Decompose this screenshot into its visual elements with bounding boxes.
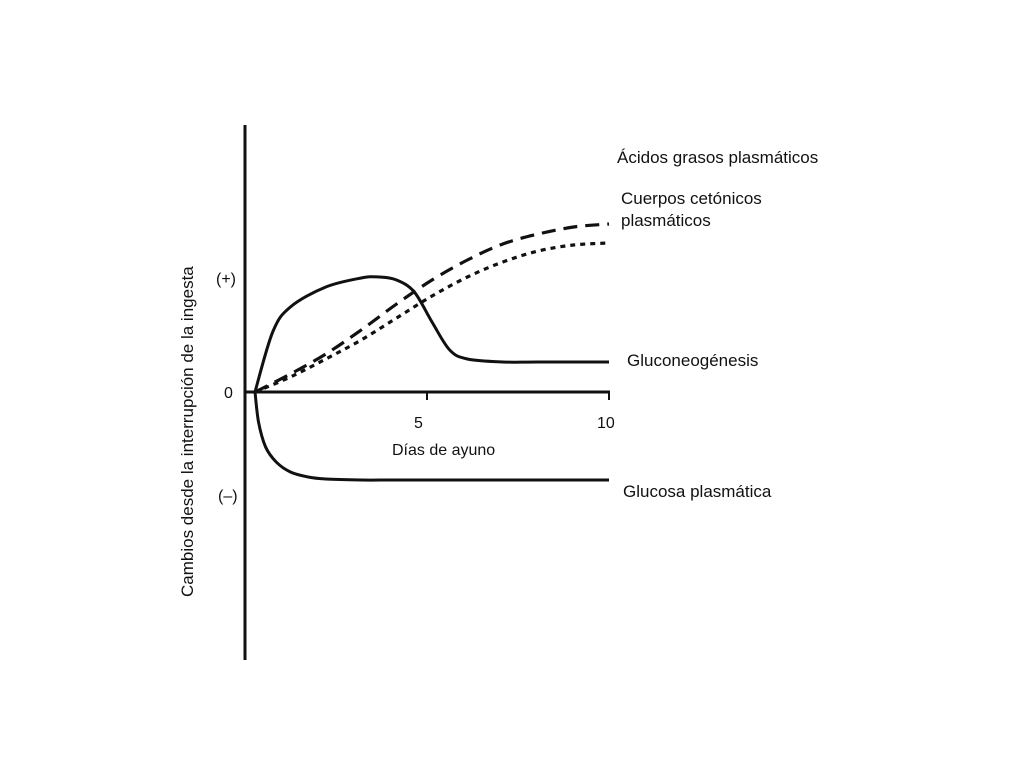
series-label-acidos-grasos: Ácidos grasos plasmáticos [617,148,818,167]
x-axis-label: Días de ayuno [392,442,495,459]
series-line-2 [253,275,609,393]
series-label-cuerpos-cetonicos-line2: plasmáticos [621,211,711,230]
series-line-1 [254,241,610,394]
series-line-0 [254,222,610,394]
series-label-gluconeogenesis: Gluconeogénesis [627,351,758,370]
axes [243,125,610,660]
series-label-cuerpos-cetonicos-line1: Cuerpos cetónicos [621,189,762,208]
series-layer [253,222,610,482]
y-tick-label-plus: (+) [216,271,236,288]
x-tick-label-10: 10 [597,415,615,432]
x-tick-label-5: 5 [414,415,423,432]
series-label-glucosa-plasmatica: Glucosa plasmática [623,482,772,501]
y-axis-label: Cambios desde la interrupción de la inge… [178,266,197,597]
y-tick-label-minus: (–) [218,488,238,505]
y-tick-label-zero: 0 [224,385,233,402]
series-line-3 [253,391,609,482]
series-label-cuerpos-cetonicos: Cuerpos cetónicos plasmáticos [621,189,767,230]
